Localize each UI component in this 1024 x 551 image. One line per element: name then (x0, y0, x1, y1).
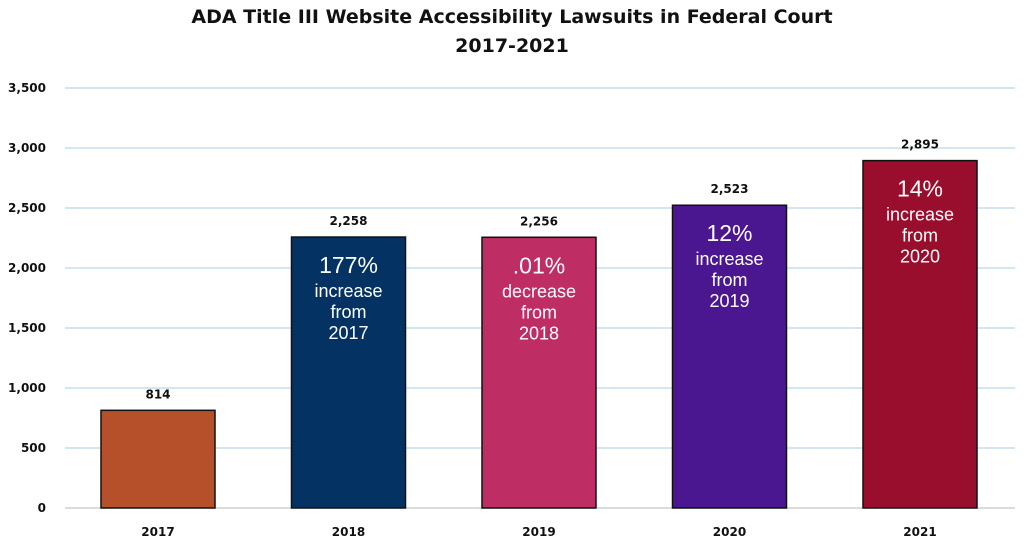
bar-annotation-line: increase (886, 205, 954, 225)
bar-annotation-line: 2020 (900, 247, 940, 267)
y-tick-label: 0 (38, 501, 46, 515)
x-tick-label: 2019 (522, 525, 555, 539)
data-label: 2,256 (520, 214, 558, 228)
bar-annotation-line: from (521, 302, 557, 322)
y-tick-label: 2,000 (8, 261, 46, 275)
y-tick-label: 2,500 (8, 201, 46, 215)
y-tick-label: 1,000 (8, 381, 46, 395)
bar (671, 204, 788, 509)
y-tick-label: 3,500 (8, 81, 46, 95)
bar-annotation-line: 2017 (328, 323, 368, 343)
y-tick-label: 1,500 (8, 321, 46, 335)
bar-annotation-line: from (712, 270, 748, 290)
data-label: 2,258 (330, 214, 368, 228)
bar-annotation-line: from (902, 226, 938, 246)
bar-annotation-line: 2018 (519, 323, 559, 343)
bar-annotation-headline: 177% (319, 252, 378, 278)
y-tick-label: 500 (21, 441, 46, 455)
data-label: 2,523 (711, 182, 749, 196)
x-tick-label: 2021 (903, 525, 936, 539)
bar-annotation-line: decrease (502, 281, 576, 301)
chart-subtitle: 2017-2021 (455, 35, 569, 57)
bar-annotation-line: increase (314, 281, 382, 301)
bar-annotation-line: from (331, 302, 367, 322)
bar-annotation-line: 2019 (709, 291, 749, 311)
bar-annotation-line: increase (695, 249, 763, 269)
bar-annotation-headline: .01% (513, 252, 565, 278)
bar-annotation-headline: 14% (897, 176, 943, 202)
bar (481, 236, 597, 509)
bar-annotation-headline: 12% (706, 220, 752, 246)
data-label: 814 (145, 387, 170, 401)
data-label: 2,895 (901, 138, 939, 152)
x-tick-label: 2020 (713, 525, 746, 539)
chart-title: ADA Title III Website Accessibility Laws… (191, 6, 833, 28)
x-tick-label: 2017 (141, 525, 174, 539)
y-tick-label: 3,000 (8, 141, 46, 155)
bar (100, 409, 216, 509)
bar (862, 159, 978, 509)
bar (290, 236, 407, 509)
x-tick-label: 2018 (332, 525, 365, 539)
